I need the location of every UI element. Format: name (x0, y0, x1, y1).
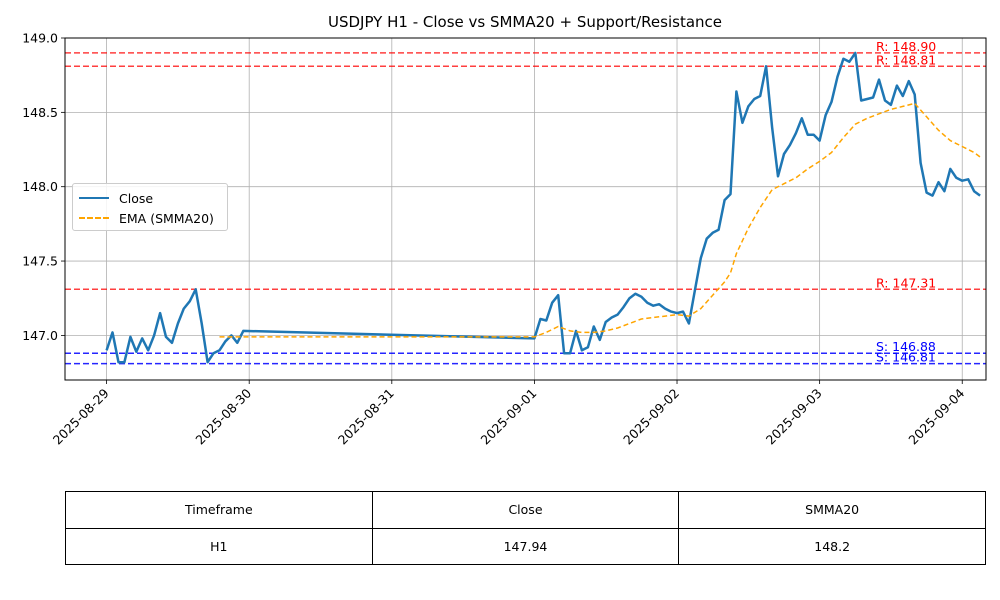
table-row: H1 147.94 148.2 (65, 527, 986, 565)
series-lines (105, 51, 981, 364)
support-resistance-levels (65, 52, 986, 365)
resistance-level-label: R: 147.31 (876, 275, 936, 290)
summary-table: Timeframe Close SMMA20 H1 147.94 148.2 (65, 491, 986, 565)
legend-item-ema: EMA (SMMA20) (79, 209, 214, 227)
y-tick-label: 148.0 (22, 179, 58, 194)
table-header-smma20: SMMA20 (678, 491, 986, 529)
legend-label-close: Close (119, 190, 154, 206)
chart-title: USDJPY H1 - Close vs SMMA20 + Support/Re… (328, 13, 722, 31)
support-level-label: S: 146.81 (876, 350, 936, 365)
legend-label-ema: EMA (SMMA20) (119, 210, 214, 226)
y-tick-label: 148.5 (22, 105, 58, 120)
y-tick-label: 147.5 (22, 254, 58, 269)
x-tick-label: 2025-09-02 (620, 386, 682, 448)
legend-swatch-close (79, 197, 109, 199)
level-labels: R: 148.90R: 148.81 R: 147.31 S: 146.88S: 1… (876, 39, 936, 365)
x-tick-label: 2025-08-30 (192, 385, 254, 447)
x-tick-label: 2025-09-04 (905, 385, 967, 447)
table-header-timeframe: Timeframe (65, 491, 373, 529)
close-series-line (105, 51, 981, 364)
y-tick-label: 149.0 (22, 31, 58, 46)
resistance-level-label: R: 148.81 (876, 52, 936, 67)
price-chart: USDJPY H1 - Close vs SMMA20 + Support/Re… (22, 13, 987, 448)
support-level-label: S: 146.88 (876, 339, 936, 354)
y-tick-label: 147.0 (22, 328, 58, 343)
table-cell-timeframe: H1 (65, 527, 373, 565)
table-header-close: Close (371, 491, 680, 529)
x-tick-label: 2025-09-01 (478, 386, 540, 448)
legend-item-close: Close (79, 189, 153, 207)
legend-swatch-ema (79, 217, 109, 219)
table-cell-close: 147.94 (371, 527, 680, 565)
plot-frame (64, 37, 987, 381)
legend: Close EMA (SMMA20) (72, 183, 228, 231)
x-tick-label: 2025-08-29 (50, 385, 112, 447)
resistance-level-label: R: 148.90 (876, 39, 936, 54)
table-cell-smma20: 148.2 (678, 527, 986, 565)
axis-ticks: 2025-08-29 2025-08-30 2025-08-31 2025-09-01… (22, 31, 967, 448)
table-header-row: Timeframe Close SMMA20 (65, 491, 986, 529)
ema-series-line (219, 102, 981, 338)
x-tick-label: 2025-08-31 (335, 386, 397, 448)
x-tick-label: 2025-09-03 (763, 386, 825, 448)
